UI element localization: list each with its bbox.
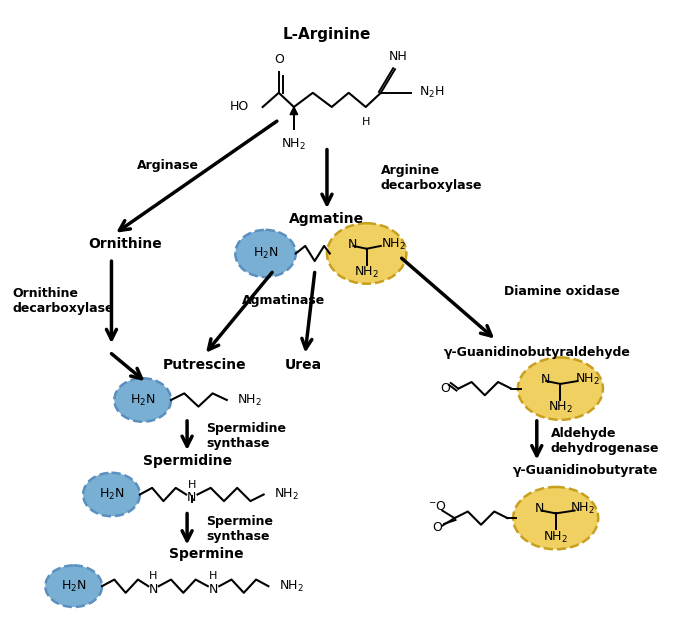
Text: O: O bbox=[440, 382, 450, 395]
Text: N: N bbox=[187, 491, 197, 504]
Polygon shape bbox=[290, 107, 298, 115]
Text: NH$_2$: NH$_2$ bbox=[548, 400, 573, 415]
Text: NH$_2$: NH$_2$ bbox=[575, 372, 599, 387]
Text: H$_2$N: H$_2$N bbox=[130, 393, 155, 408]
Text: N: N bbox=[535, 502, 545, 515]
Text: $^{-}$O: $^{-}$O bbox=[428, 500, 447, 514]
Text: NH$_2$: NH$_2$ bbox=[381, 236, 406, 251]
Ellipse shape bbox=[518, 357, 603, 420]
Ellipse shape bbox=[45, 566, 102, 607]
Ellipse shape bbox=[513, 487, 598, 549]
Ellipse shape bbox=[327, 223, 406, 284]
Text: Putrescine: Putrescine bbox=[162, 358, 246, 372]
Text: H$_2$N: H$_2$N bbox=[61, 579, 86, 594]
Text: Agmatinase: Agmatinase bbox=[242, 294, 325, 307]
Text: H: H bbox=[210, 571, 218, 581]
Text: Spermidine: Spermidine bbox=[142, 455, 232, 468]
Text: H$_2$N: H$_2$N bbox=[99, 487, 124, 502]
Text: NH$_2$: NH$_2$ bbox=[570, 501, 595, 516]
Text: Arginine
decarboxylase: Arginine decarboxylase bbox=[381, 164, 482, 192]
Text: N: N bbox=[209, 582, 219, 596]
Text: Ornithine: Ornithine bbox=[88, 237, 162, 251]
Text: H: H bbox=[362, 117, 370, 127]
Text: NH$_2$: NH$_2$ bbox=[543, 529, 568, 545]
Text: Diamine oxidase: Diamine oxidase bbox=[503, 285, 619, 298]
Text: Spermine: Spermine bbox=[169, 547, 243, 561]
Text: N$_2$H: N$_2$H bbox=[419, 85, 445, 100]
Text: Ornithine
decarboxylase: Ornithine decarboxylase bbox=[12, 287, 114, 315]
Text: N: N bbox=[348, 238, 357, 251]
Ellipse shape bbox=[83, 473, 140, 516]
Text: Aldehyde
dehydrogenase: Aldehyde dehydrogenase bbox=[551, 426, 660, 455]
Ellipse shape bbox=[235, 230, 296, 277]
Text: NH$_2$: NH$_2$ bbox=[274, 487, 299, 502]
Text: Spermine
synthase: Spermine synthase bbox=[206, 515, 273, 544]
Text: NH: NH bbox=[388, 50, 407, 63]
Text: γ-Guanidinobutyrate: γ-Guanidinobutyrate bbox=[513, 465, 658, 477]
Text: H$_2$N: H$_2$N bbox=[253, 246, 278, 261]
Text: H: H bbox=[149, 571, 158, 581]
Text: Arginase: Arginase bbox=[137, 159, 199, 172]
Text: HO: HO bbox=[229, 100, 249, 113]
Text: N: N bbox=[540, 372, 550, 386]
Text: NH$_2$: NH$_2$ bbox=[282, 137, 306, 152]
Text: NH$_2$: NH$_2$ bbox=[237, 393, 262, 408]
Text: N: N bbox=[149, 582, 158, 596]
Text: Urea: Urea bbox=[285, 358, 322, 372]
Text: NH$_2$: NH$_2$ bbox=[279, 579, 303, 594]
Text: γ-Guanidinobutyraldehyde: γ-Guanidinobutyraldehyde bbox=[443, 346, 630, 359]
Text: NH$_2$: NH$_2$ bbox=[354, 265, 379, 280]
Text: Spermidine
synthase: Spermidine synthase bbox=[206, 422, 286, 450]
Text: L-Arginine: L-Arginine bbox=[283, 27, 371, 42]
Ellipse shape bbox=[114, 378, 171, 422]
Text: O: O bbox=[274, 53, 284, 66]
Text: H: H bbox=[188, 480, 196, 490]
Text: O: O bbox=[433, 521, 443, 534]
Text: Agmatine: Agmatine bbox=[289, 211, 364, 226]
